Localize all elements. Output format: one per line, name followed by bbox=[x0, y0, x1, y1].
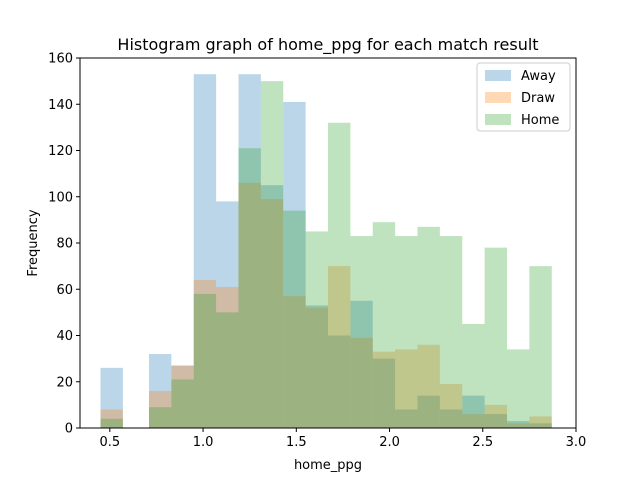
bar-draw-1 bbox=[148, 391, 172, 428]
y-tick-label: 20 bbox=[56, 375, 73, 390]
chart-title: Histogram graph of home_ppg for each mat… bbox=[117, 35, 538, 55]
bar-away-1 bbox=[148, 354, 172, 428]
bar-away-9 bbox=[328, 335, 351, 428]
bar-draw-17 bbox=[507, 423, 530, 429]
bar-home-18 bbox=[529, 266, 552, 429]
bar-home-13 bbox=[417, 226, 440, 428]
bar-home-11 bbox=[372, 222, 396, 428]
y-tick-label: 140 bbox=[48, 98, 73, 113]
series-home bbox=[100, 81, 552, 429]
bar-home-6 bbox=[260, 81, 284, 429]
legend-label-away: Away bbox=[521, 69, 556, 84]
bar-draw-14 bbox=[439, 384, 463, 428]
bar-away-12 bbox=[395, 409, 418, 428]
bar-away-6 bbox=[260, 185, 284, 428]
legend-frame bbox=[476, 62, 571, 132]
y-tick-label: 100 bbox=[48, 190, 73, 205]
legend-label-home: Home bbox=[521, 113, 559, 128]
bar-home-2 bbox=[171, 379, 194, 428]
bar-away-13 bbox=[417, 395, 440, 429]
y-tick-label: 160 bbox=[48, 52, 73, 67]
bar-home-3 bbox=[193, 293, 217, 429]
bar-home-14 bbox=[439, 236, 463, 428]
y-tick-label: 80 bbox=[56, 237, 73, 252]
bar-draw-12 bbox=[395, 349, 418, 429]
y-tick-label: 0 bbox=[65, 422, 73, 437]
bar-home-17 bbox=[507, 349, 530, 429]
bar-away-17 bbox=[507, 421, 530, 428]
bar-home-1 bbox=[148, 407, 172, 428]
bar-draw-13 bbox=[417, 344, 440, 428]
bar-home-7 bbox=[283, 210, 306, 429]
legend-swatch-away bbox=[485, 70, 511, 81]
bar-home-9 bbox=[328, 122, 351, 428]
bar-draw-15 bbox=[462, 414, 485, 429]
bar-draw-9 bbox=[328, 266, 351, 429]
y-tick-label: 40 bbox=[56, 329, 73, 344]
bar-draw-4 bbox=[216, 286, 239, 428]
bar-away-4 bbox=[216, 201, 239, 428]
x-axis-label: home_ppg bbox=[294, 458, 362, 473]
bar-draw-16 bbox=[484, 404, 508, 429]
bar-away-14 bbox=[439, 409, 463, 428]
series-draw bbox=[100, 182, 552, 429]
bar-away-7 bbox=[283, 101, 306, 428]
bar-home-4 bbox=[216, 312, 239, 429]
bar-away-15 bbox=[462, 395, 485, 429]
bar-draw-11 bbox=[372, 351, 396, 428]
bar-away-18 bbox=[529, 423, 552, 429]
bar-home-5 bbox=[238, 148, 261, 428]
series-away bbox=[100, 74, 552, 429]
x-tick-label: 0.5 bbox=[99, 435, 120, 450]
legend-swatch-home bbox=[485, 114, 511, 125]
bar-home-12 bbox=[395, 236, 418, 428]
bars-layer bbox=[100, 74, 552, 429]
bar-away-8 bbox=[305, 305, 328, 428]
bar-home-8 bbox=[305, 231, 328, 428]
y-axis-label: Frequency bbox=[26, 209, 41, 276]
bar-home-0 bbox=[100, 418, 123, 428]
bar-home-15 bbox=[462, 323, 485, 428]
legend-label-draw: Draw bbox=[521, 91, 555, 106]
x-axis-ticks: 0.5 1.0 1.5 2.0 2.5 3.0 bbox=[99, 428, 586, 450]
y-tick-label: 60 bbox=[56, 283, 73, 298]
bar-away-11 bbox=[372, 358, 396, 429]
bar-away-3 bbox=[193, 74, 217, 428]
bar-home-16 bbox=[484, 247, 508, 429]
y-tick-label: 120 bbox=[48, 144, 73, 159]
bar-away-16 bbox=[484, 414, 508, 429]
x-tick-label: 1.0 bbox=[193, 435, 214, 450]
legend-swatch-draw bbox=[485, 92, 511, 103]
bar-draw-3 bbox=[193, 280, 217, 428]
x-tick-label: 2.0 bbox=[379, 435, 400, 450]
x-tick-label: 3.0 bbox=[566, 435, 587, 450]
y-axis-ticks: 0 20 40 60 80 100 120 140 160 bbox=[48, 52, 80, 437]
x-tick-label: 2.5 bbox=[472, 435, 493, 450]
bar-draw-2 bbox=[171, 365, 194, 428]
bar-draw-0 bbox=[100, 409, 123, 428]
bar-away-10 bbox=[350, 300, 373, 428]
bar-draw-6 bbox=[260, 199, 284, 428]
bar-draw-18 bbox=[529, 416, 552, 428]
bar-away-2 bbox=[171, 365, 194, 428]
bar-home-10 bbox=[350, 236, 373, 428]
x-tick-label: 1.5 bbox=[286, 435, 307, 450]
bar-away-5 bbox=[238, 74, 261, 428]
bar-draw-8 bbox=[305, 307, 328, 428]
legend: Away Draw Home bbox=[476, 62, 571, 132]
bar-draw-7 bbox=[283, 296, 306, 428]
bar-draw-10 bbox=[350, 337, 373, 428]
bar-draw-5 bbox=[238, 182, 261, 429]
bar-away-0 bbox=[100, 367, 123, 429]
